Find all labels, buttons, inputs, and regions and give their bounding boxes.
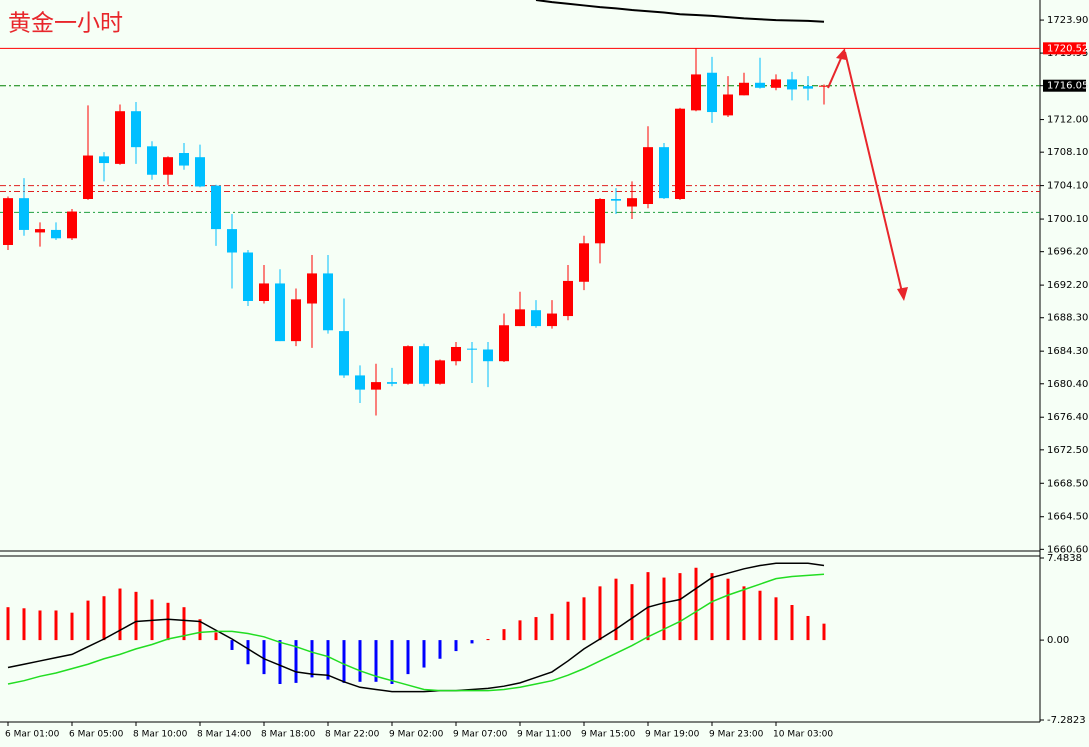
- candle-body: [595, 198, 605, 244]
- candle-body: [83, 155, 93, 199]
- candle-body: [819, 85, 829, 87]
- x-tick-label: 8 Mar 10:00: [133, 730, 188, 740]
- price-tag-label: 1716.05: [1047, 81, 1088, 92]
- y-tick-label: 1692.20: [1047, 280, 1088, 291]
- candle-body: [787, 79, 797, 90]
- candle-body: [291, 299, 301, 342]
- y-tick-label: 1672.50: [1047, 445, 1088, 456]
- candle-body: [259, 283, 269, 302]
- y-tick-label: 0.00: [1047, 635, 1069, 646]
- candle-body: [803, 86, 813, 89]
- y-tick-label: 1664.50: [1047, 512, 1088, 523]
- x-tick-label: 9 Mar 15:00: [581, 730, 636, 740]
- candle-body: [563, 280, 573, 317]
- indicator-line: [7, 562, 825, 693]
- candle-body: [499, 325, 509, 362]
- candle-body: [531, 310, 541, 327]
- y-tick-label: 1684.30: [1047, 346, 1088, 357]
- candle-body: [739, 82, 749, 96]
- y-tick-label: 1696.20: [1047, 247, 1088, 258]
- candle-body: [227, 229, 237, 253]
- y-tick-label: 1708.10: [1047, 147, 1088, 158]
- candle-body: [163, 157, 173, 175]
- candle-body: [51, 229, 61, 239]
- candle-body: [451, 346, 461, 362]
- candle-body: [323, 273, 333, 331]
- candle-body: [179, 153, 189, 166]
- price-tag: [1043, 79, 1086, 92]
- candle-body: [35, 229, 45, 233]
- x-tick-label: 8 Mar 14:00: [197, 730, 252, 740]
- chart-title: 黄金一小时: [8, 11, 123, 37]
- candle-body: [19, 198, 29, 230]
- candle-body: [307, 273, 317, 304]
- candle-body: [371, 382, 381, 390]
- y-tick-label: 1668.50: [1047, 478, 1088, 489]
- candle-body: [387, 382, 397, 384]
- candle-body: [99, 156, 109, 164]
- candle-body: [483, 349, 493, 362]
- candle-body: [755, 82, 765, 88]
- y-tick-label: 1712.00: [1047, 115, 1088, 126]
- candle-body: [579, 243, 589, 282]
- candle-body: [275, 283, 285, 342]
- candle-body: [707, 72, 717, 113]
- candle-body: [547, 313, 557, 327]
- x-tick-label: 10 Mar 03:00: [773, 730, 833, 740]
- y-tick-label: 1688.30: [1047, 313, 1088, 324]
- candle-body: [3, 198, 13, 245]
- x-tick-label: 9 Mar 19:00: [645, 730, 700, 740]
- candle-body: [211, 185, 221, 230]
- x-tick-label: 8 Mar 22:00: [325, 730, 380, 740]
- candle-body: [611, 198, 621, 201]
- candle-body: [67, 211, 77, 239]
- y-tick-label: 1700.10: [1047, 214, 1088, 225]
- x-tick-label: 9 Mar 11:00: [517, 730, 572, 740]
- candle-body: [419, 346, 429, 384]
- x-tick-label: 9 Mar 02:00: [389, 730, 444, 740]
- candle-body: [435, 360, 445, 384]
- candle-body: [147, 146, 157, 175]
- y-tick-label: 1676.40: [1047, 412, 1088, 423]
- candle-body: [515, 309, 525, 327]
- y-tick-label: 1723.90: [1047, 15, 1088, 26]
- candle-body: [355, 375, 365, 390]
- y-tick-label: 7.4838: [1047, 553, 1082, 564]
- indicator-line: [7, 573, 825, 692]
- candle-body: [195, 157, 205, 187]
- candle-body: [467, 348, 477, 350]
- candle-body: [131, 111, 141, 148]
- moving-average: [535, 0, 825, 23]
- x-tick-label: 6 Mar 01:00: [5, 730, 60, 740]
- candle-body: [403, 346, 413, 384]
- y-tick-label: -7.2823: [1047, 715, 1086, 726]
- y-tick-label: 1680.40: [1047, 379, 1088, 390]
- y-tick-label: 1704.10: [1047, 181, 1088, 192]
- candle-body: [115, 111, 125, 164]
- candle-body: [771, 79, 781, 88]
- candle-body: [627, 198, 637, 207]
- x-tick-label: 6 Mar 05:00: [69, 730, 124, 740]
- candle-body: [691, 74, 701, 111]
- candle-body: [243, 252, 253, 302]
- price-tag: [1043, 42, 1086, 55]
- y-tick-label: 1660.60: [1047, 544, 1088, 555]
- price-tag-label: 1720.52: [1047, 43, 1088, 54]
- candle-body: [643, 147, 653, 205]
- candle-body: [675, 108, 685, 199]
- forecast-arrow: [827, 48, 908, 301]
- x-tick-label: 9 Mar 07:00: [453, 730, 508, 740]
- candle-body: [723, 94, 733, 116]
- x-tick-label: 8 Mar 18:00: [261, 730, 316, 740]
- candle-body: [339, 331, 349, 376]
- x-tick-label: 9 Mar 23:00: [709, 730, 764, 740]
- candle-body: [659, 147, 669, 199]
